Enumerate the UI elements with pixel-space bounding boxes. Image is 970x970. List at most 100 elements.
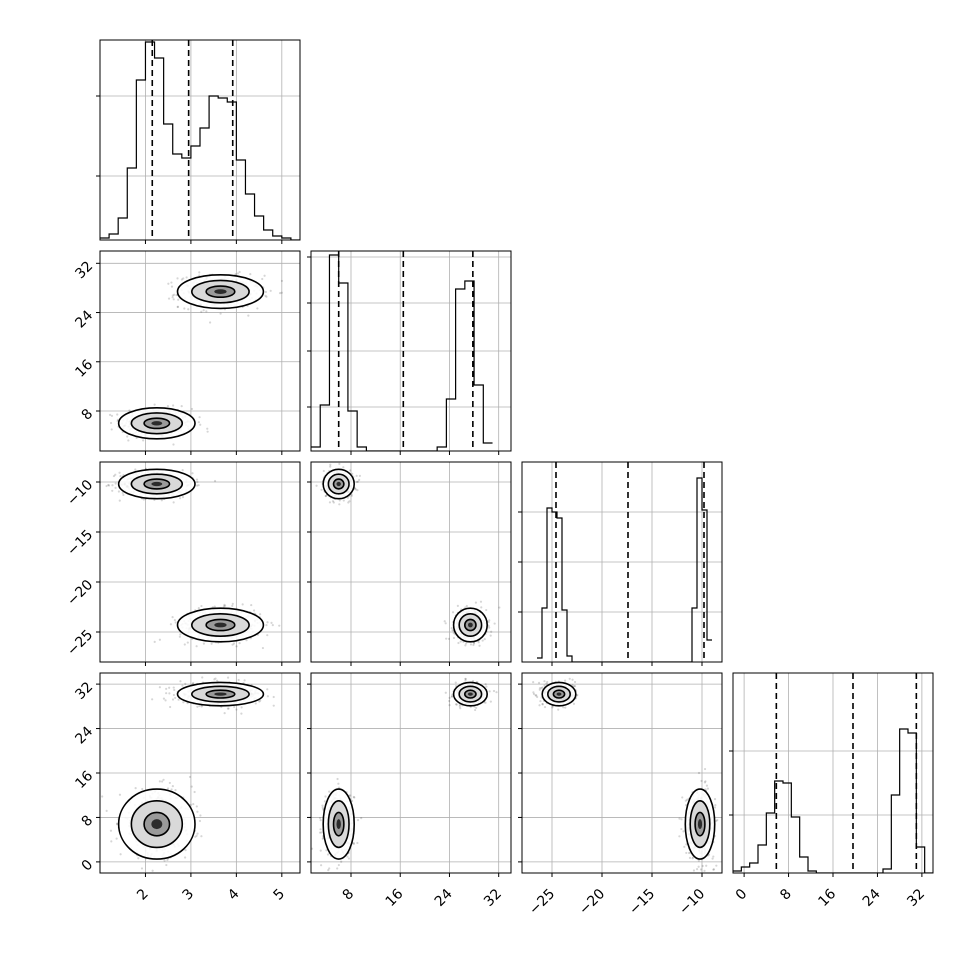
scatter-point <box>134 787 137 790</box>
scatter-point <box>165 863 168 867</box>
scatter-point <box>711 857 714 860</box>
scatter-point <box>181 468 184 472</box>
y-tick-label: −25 <box>64 627 96 659</box>
scatter-point <box>200 604 203 608</box>
scatter-point <box>185 276 188 279</box>
scatter-point <box>176 305 179 309</box>
scatter-point <box>324 795 327 798</box>
scatter-point <box>353 796 356 799</box>
scatter-point <box>107 483 110 487</box>
scatter-point <box>194 835 197 838</box>
scatter-point <box>337 863 340 867</box>
scatter-point <box>153 640 156 643</box>
scatter-point <box>111 484 114 487</box>
x-tick-label: 5 <box>270 886 288 904</box>
scatter-point <box>142 439 145 442</box>
scatter-point <box>332 501 335 504</box>
scatter-point <box>200 310 203 313</box>
scatter-point <box>448 703 451 707</box>
scatter-point <box>472 643 475 647</box>
scatter-point <box>320 831 323 834</box>
scatter-point <box>240 706 243 709</box>
scatter-point <box>158 638 161 641</box>
scatter-point <box>324 494 328 498</box>
scatter-point <box>109 421 113 425</box>
scatter-point <box>202 309 205 312</box>
scatter-point <box>459 707 462 710</box>
panel-2-0: −25−20−15−10 <box>64 461 301 666</box>
scatter-point <box>114 473 117 476</box>
scatter-point <box>328 790 331 793</box>
scatter-point <box>126 435 129 438</box>
scatter-point <box>176 305 179 308</box>
scatter-point <box>163 859 166 862</box>
scatter-point <box>158 686 161 689</box>
axes-frame <box>521 461 723 663</box>
scatter-point <box>198 819 202 823</box>
scatter-point <box>199 814 202 817</box>
scatter-point <box>342 499 345 502</box>
scatter-point <box>182 277 185 280</box>
scatter-point <box>213 479 217 483</box>
scatter-point <box>469 643 473 646</box>
scatter-point <box>454 681 457 684</box>
panel-1-1 <box>307 250 512 455</box>
scatter-point <box>259 699 262 702</box>
scatter-point <box>166 405 170 408</box>
scatter-point <box>137 857 140 860</box>
scatter-point <box>266 695 269 698</box>
y-tick-label: 32 <box>72 679 96 703</box>
scatter-point <box>451 629 454 632</box>
scatter-point <box>354 488 357 491</box>
scatter-point <box>226 676 230 679</box>
scatter-point <box>346 855 349 858</box>
scatter-point <box>356 489 359 492</box>
scatter-point <box>188 775 192 779</box>
scatter-point <box>338 503 341 506</box>
scatter-point <box>545 682 548 685</box>
scatter-point <box>171 296 174 299</box>
scatter-point <box>541 703 544 706</box>
scatter-point <box>495 691 498 694</box>
scatter-point <box>171 294 174 297</box>
scatter-point <box>445 637 448 640</box>
scatter-point <box>235 708 238 711</box>
panel-2-1 <box>307 461 512 666</box>
scatter-point <box>182 701 185 704</box>
scatter-point <box>238 270 241 274</box>
panel-3-1: 8 16 24 32 <box>307 672 512 910</box>
scatter-point <box>175 293 178 297</box>
scatter-point <box>337 782 340 785</box>
scatter-point <box>172 686 175 689</box>
scatter-point <box>173 619 176 622</box>
scatter-point <box>192 802 195 806</box>
scatter-point <box>219 312 222 315</box>
contour-mode1-level3 <box>214 289 227 295</box>
panel-0-0 <box>96 39 301 244</box>
scatter-point <box>264 290 268 294</box>
scatter-point <box>458 705 461 708</box>
scatter-point <box>192 681 195 685</box>
scatter-point <box>199 423 202 426</box>
scatter-point <box>464 644 467 647</box>
scatter-point <box>489 700 492 703</box>
scatter-point <box>261 277 264 281</box>
panel-content <box>522 462 722 662</box>
scatter-point <box>158 780 161 783</box>
x-tick-label: 2 <box>134 886 152 904</box>
scatter-point <box>210 642 213 645</box>
scatter-point <box>450 695 454 698</box>
scatter-point <box>165 692 168 695</box>
scatter-point <box>190 407 194 411</box>
scatter-point <box>266 621 269 624</box>
scatter-point <box>233 705 236 709</box>
scatter-point <box>241 603 244 606</box>
scatter-point <box>110 414 114 417</box>
scatter-point <box>214 677 217 680</box>
scatter-point <box>700 779 703 783</box>
scatter-point <box>193 790 196 794</box>
scatter-point <box>475 706 478 710</box>
scatter-point <box>278 624 281 627</box>
scatter-point <box>259 613 262 616</box>
scatter-point <box>195 805 198 808</box>
